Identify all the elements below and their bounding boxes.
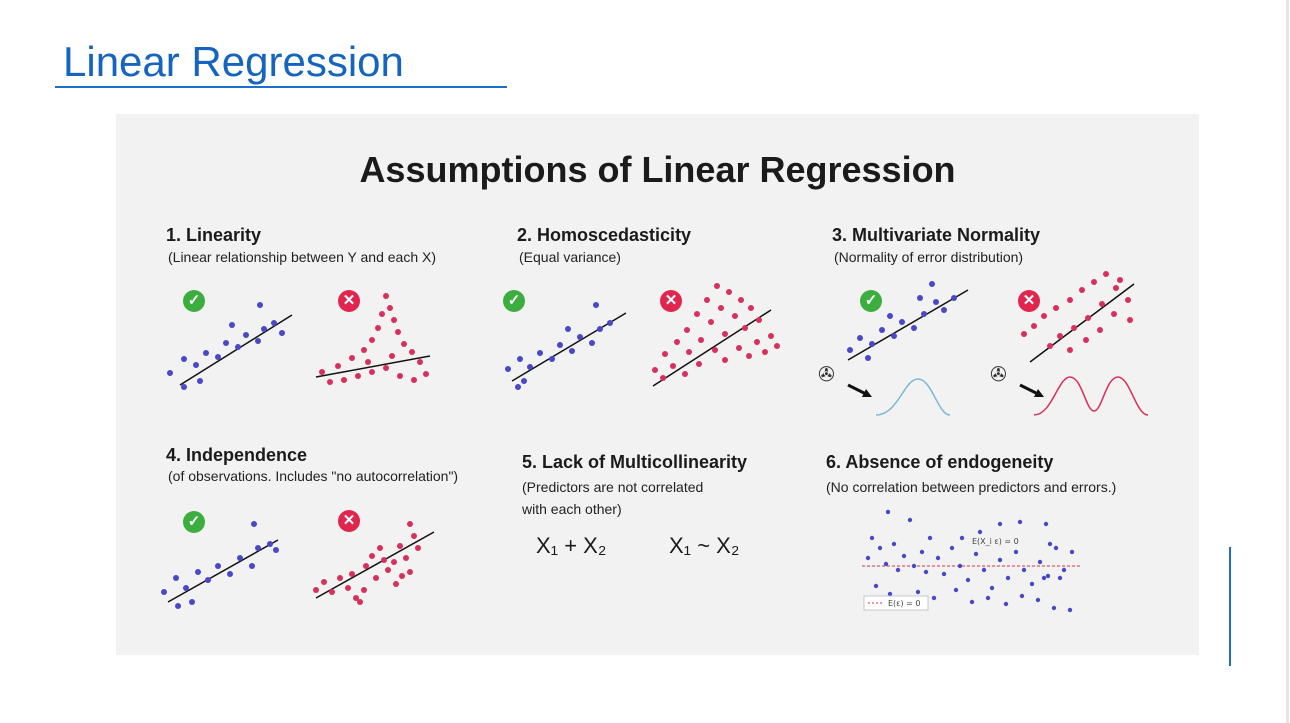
homoscedasticity-bad-scatter bbox=[652, 283, 780, 387]
independence-good-scatter bbox=[161, 521, 279, 609]
check-icon: ✓ bbox=[183, 511, 205, 533]
normality-title: 3. Multivariate Normality bbox=[832, 225, 1041, 245]
normality-bad-scatter bbox=[1021, 271, 1135, 363]
svg-text:✇: ✇ bbox=[990, 362, 1007, 386]
formula-independent-predictors: X₁ + X₂ bbox=[536, 533, 607, 558]
linearity-good-scatter bbox=[167, 302, 293, 390]
slide-right-border bbox=[1286, 0, 1289, 723]
title-underline bbox=[55, 86, 507, 88]
normality-good-scatter bbox=[847, 281, 969, 361]
independence-subtitle: (of observations. Includes "no autocorre… bbox=[168, 468, 459, 484]
accent-bar bbox=[1229, 547, 1231, 666]
endogeneity-title: 6. Absence of endogeneity bbox=[826, 452, 1054, 472]
multicollinearity-subtitle-line2: with each other) bbox=[522, 501, 622, 517]
normality-good-distribution: ✇ bbox=[818, 362, 951, 416]
homoscedasticity-title: 2. Homoscedasticity bbox=[517, 225, 692, 245]
linearity-bad-scatter bbox=[315, 293, 431, 385]
svg-text:✇: ✇ bbox=[818, 362, 835, 386]
homoscedasticity-subtitle: (Equal variance) bbox=[519, 249, 621, 265]
cross-icon: ✕ bbox=[1018, 290, 1040, 312]
endogeneity-annotation: E(X_i ε) = 0 bbox=[972, 537, 1019, 546]
multicollinearity-subtitle-line1: (Predictors are not correlated bbox=[522, 479, 704, 495]
formula-correlated-predictors: X₁ ~ X₂ bbox=[669, 533, 740, 558]
multicollinearity-title: 5. Lack of Multicollinearity bbox=[522, 452, 748, 472]
homoscedasticity-good-scatter bbox=[505, 302, 627, 390]
normality-bad-distribution: ✇ bbox=[990, 362, 1149, 416]
cross-icon: ✕ bbox=[660, 290, 682, 312]
check-icon: ✓ bbox=[860, 290, 882, 312]
cross-icon: ✕ bbox=[338, 290, 360, 312]
check-icon: ✓ bbox=[503, 290, 525, 312]
assumptions-infographic bbox=[116, 114, 1199, 655]
cross-icon: ✕ bbox=[338, 510, 360, 532]
independence-bad-scatter bbox=[313, 521, 435, 605]
linearity-subtitle: (Linear relationship between Y and each … bbox=[168, 249, 436, 265]
endogeneity-legend: E(ε) = 0 bbox=[888, 599, 921, 608]
check-icon: ✓ bbox=[183, 290, 205, 312]
endogeneity-subtitle: (No correlation between predictors and e… bbox=[826, 479, 1117, 495]
endogeneity-residual-plot: E(X_i ε) = 0 E(ε) = 0 bbox=[862, 509, 1082, 613]
independence-title: 4. Independence bbox=[166, 445, 308, 465]
linearity-title: 1. Linearity bbox=[166, 225, 262, 245]
slide-title: Linear Regression bbox=[63, 38, 404, 85]
infographic-heading: Assumptions of Linear Regression bbox=[359, 149, 956, 190]
normality-subtitle: (Normality of error distribution) bbox=[834, 249, 1024, 265]
